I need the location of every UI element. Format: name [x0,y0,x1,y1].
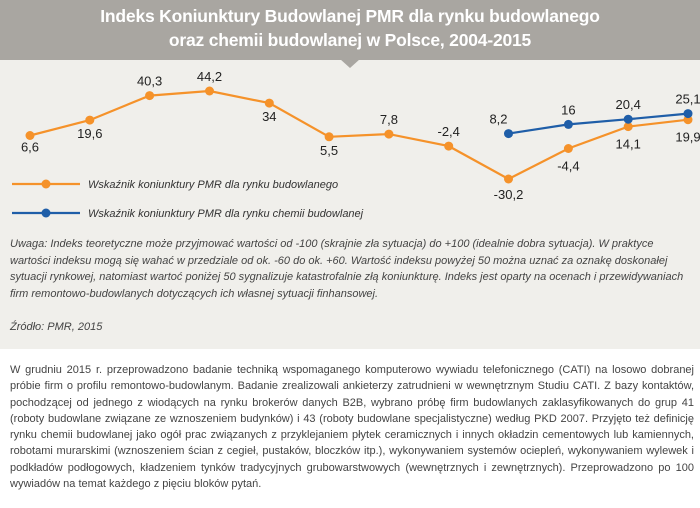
chart-title-line1: Indeks Koniunktury Budowlanej PMR dla ry… [100,6,600,26]
data-label-construction-2007: 44,2 [197,69,222,84]
data-point-construction-2014 [623,122,633,132]
data-label-construction-2014: 14,1 [616,137,641,152]
series-layer [25,86,693,184]
data-label-construction-2012: -30,2 [494,187,524,202]
legend-item-construction: Wskaźnik koniunktury PMR dla rynku budow… [12,179,338,191]
data-point-construction-2013 [563,144,573,153]
legend-label-construction: Wskaźnik koniunktury PMR dla rynku budow… [88,179,338,191]
data-label-construction-2011: -2,4 [437,124,459,139]
data-label-construction-2009: 5,5 [320,143,338,158]
data-point-construction-2005 [85,115,95,125]
chart-note: Uwaga: Indeks teoretyczne może przyjmowa… [10,238,684,300]
chart-legend: Wskaźnik koniunktury PMR dla rynku budow… [12,179,364,220]
data-label-construction-2008: 34 [262,109,276,124]
legend-item-chemistry: Wskaźnik koniunktury PMR dla rynku chemi… [12,208,364,220]
chart-title-banner: Indeks Koniunktury Budowlanej PMR dla ry… [0,0,700,60]
chart-source: Źródło: PMR, 2015 [10,321,103,333]
data-point-construction-2004 [25,131,35,140]
data-point-construction-2011 [444,141,454,151]
data-point-construction-2007 [205,86,214,96]
legend-label-chemistry: Wskaźnik koniunktury PMR dla rynku chemi… [88,208,364,220]
data-label-construction-2015: 19,9 [675,130,700,145]
data-point-chemistry-2013 [563,119,573,129]
chart-title-line2: oraz chemii budowlanej w Polsce, 2004-20… [168,30,532,50]
data-labels-layer: 6,6 19,6 40,3 44,2 34 5,5 7,8 -2,4 -30,2 -4,4 14,1… [21,69,700,202]
data-label-construction-2005: 19,6 [77,126,102,141]
data-point-construction-2009 [324,132,334,142]
data-label-chemistry-2013: 16 [561,102,575,117]
series-line-construction [29,89,689,181]
data-label-construction-2004: 6,6 [21,140,39,155]
methodology-text: W grudniu 2015 r. przeprowadzono badanie… [10,364,694,491]
data-point-construction-2006 [145,91,155,101]
data-label-construction-2013: -4,4 [557,159,579,174]
data-point-construction-2010 [384,129,394,139]
data-label-chemistry-2014: 20,4 [616,97,641,112]
data-point-chemistry-2012 [504,129,513,139]
legend-marker-chemistry [41,208,51,218]
data-label-chemistry-2012: 8,2 [489,112,507,127]
data-point-construction-2008 [264,98,274,108]
data-point-construction-2012 [504,174,513,184]
line-chart: 6,6 19,6 40,3 44,2 34 5,5 7,8 -2,4 -30,2 -4,4 14,1… [12,69,700,220]
data-point-chemistry-2015 [683,109,693,119]
legend-marker-construction [41,179,51,189]
title-banner-notch [340,59,360,68]
data-label-chemistry-2015: 25,1 [675,92,700,107]
series-line-chemistry [508,112,689,135]
data-point-chemistry-2014 [623,114,633,124]
data-label-construction-2010: 7,8 [380,112,398,127]
data-label-construction-2006: 40,3 [137,74,162,89]
